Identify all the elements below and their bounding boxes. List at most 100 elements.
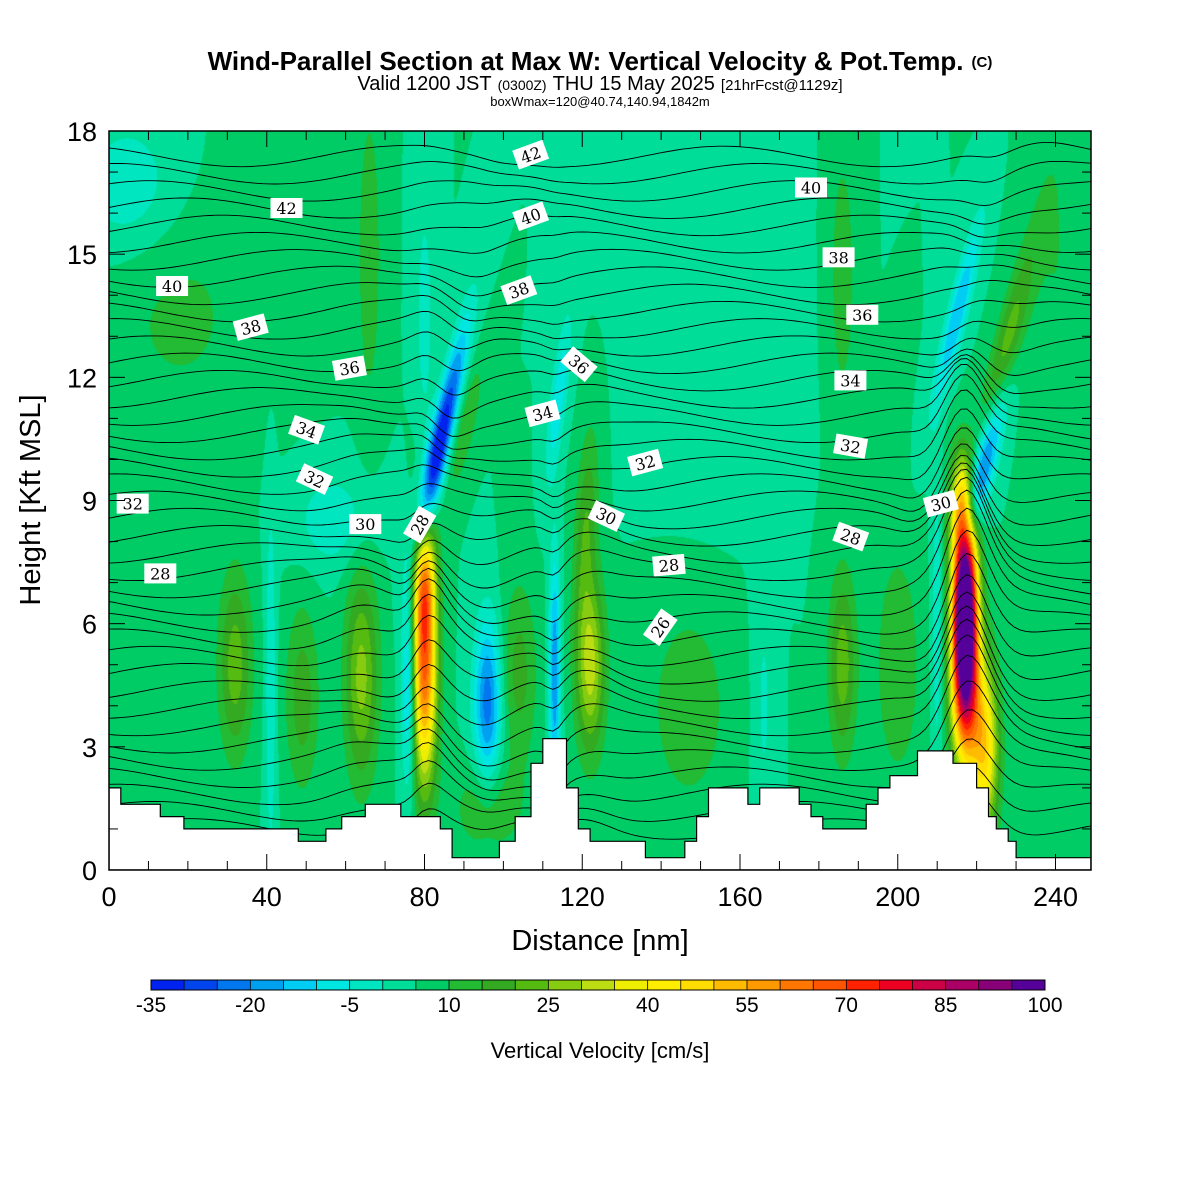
colorbar-swatch — [250, 980, 284, 990]
y-tick-label: 0 — [82, 856, 97, 886]
valid-time-prefix: Valid 1200 JST — [357, 73, 491, 95]
contour-label-background — [403, 505, 437, 544]
colorbar-swatch — [1011, 980, 1046, 990]
theta-isoline — [109, 363, 1091, 437]
contour-label-text: 32 — [839, 435, 862, 457]
colorbar-swatch — [548, 980, 582, 990]
contour-label-text: 32 — [633, 451, 658, 475]
colorbar-swatch — [846, 980, 880, 990]
colorbar-tick-label: 70 — [835, 994, 858, 1017]
terrain-profile — [109, 738, 1091, 870]
contour-label-text: 30 — [355, 515, 375, 534]
contour-label-background — [846, 304, 879, 325]
contour-label-background — [822, 247, 855, 268]
colorbar-tick-label: 55 — [735, 994, 758, 1017]
colorbar-swatch — [151, 980, 185, 990]
y-tick-label: 3 — [82, 733, 97, 763]
chart-subtitle: Valid 1200 JST (0300Z) THU 15 May 2025 [21h… — [357, 73, 842, 95]
contour-label: 30 — [349, 514, 382, 535]
contour-label: 30 — [922, 489, 959, 518]
theta-isoline — [109, 264, 1091, 297]
y-tick-label: 15 — [67, 240, 97, 270]
chart-title: Wind-Parallel Section at Max W: Vertical… — [208, 46, 993, 76]
theta-isoline — [109, 160, 1091, 185]
colorbar-swatch — [978, 980, 1013, 990]
contour-label-background — [512, 201, 550, 232]
contour-label: 38 — [232, 313, 269, 341]
theta-isoline — [109, 489, 1091, 609]
theta-isoline — [109, 529, 1091, 641]
contour-label: 32 — [116, 493, 149, 514]
colorbar-swatch — [647, 980, 682, 990]
contour-label-text: 42 — [276, 199, 296, 218]
colorbar-tick-label: 10 — [437, 994, 460, 1017]
contour-label-background — [833, 433, 869, 459]
chart-title-main: Wind-Parallel Section at Max W: Vertical… — [208, 46, 964, 76]
theta-isoline — [109, 468, 1091, 566]
contour-label-background — [500, 275, 538, 306]
y-axis-title: Height [Kft MSL] — [15, 394, 47, 605]
chart-title-mark: (C) — [972, 54, 993, 71]
contour-label: 42 — [270, 198, 303, 218]
theta-isoline — [109, 427, 1091, 499]
contour-label-background — [295, 463, 334, 495]
colorbar-tick-label: 40 — [636, 994, 659, 1017]
theta-isoline — [109, 408, 1091, 484]
theta-isoline — [109, 389, 1091, 465]
x-axis-title: Distance [nm] — [511, 925, 688, 957]
x-tick-label: 160 — [717, 882, 762, 912]
colorbar-swatch — [515, 980, 549, 990]
contour-label-text: 38 — [828, 248, 848, 267]
contour-label: 38 — [822, 247, 855, 268]
valid-date: THU 15 May 2025 — [553, 73, 715, 95]
theta-isoline — [109, 552, 1091, 655]
colorbar-tick-label: -35 — [136, 994, 166, 1017]
contour-label-background — [795, 177, 827, 198]
contour-label-background — [834, 370, 867, 391]
contour-label-background — [642, 608, 678, 647]
colorbar-swatch — [680, 980, 715, 990]
contour-label-background — [144, 563, 177, 584]
contour-label: 40 — [156, 276, 189, 296]
colorbar-swatch — [482, 980, 516, 990]
colorbar-swatch — [780, 980, 814, 990]
contour-label: 32 — [627, 448, 664, 477]
contour-label-background — [832, 521, 870, 552]
contour-label: 28 — [652, 553, 686, 577]
colorbar-swatch — [415, 980, 450, 990]
y-tick-label: 9 — [82, 487, 97, 517]
contour-label: 40 — [795, 177, 827, 198]
theta-isoline — [109, 374, 1091, 450]
contour-label-background — [232, 313, 269, 341]
theta-isoline — [109, 231, 1091, 254]
colorbar-swatch — [713, 980, 748, 990]
colorbar-tick-label: 100 — [1027, 994, 1062, 1017]
contour-label-text: 34 — [530, 402, 555, 426]
contour-label: 28 — [144, 563, 177, 584]
colorbar-swatch — [747, 980, 781, 990]
theta-isoline — [109, 214, 1091, 238]
colorbar-tick-label: -5 — [340, 994, 359, 1017]
theta-isoline — [109, 141, 1091, 168]
contour-label-background — [587, 500, 626, 532]
colorbar-tick-label: 85 — [934, 994, 957, 1017]
colorbar-swatch — [349, 980, 384, 990]
contour-label-text: 34 — [840, 371, 860, 390]
colorbar-swatch — [813, 980, 847, 990]
theta-isoline — [109, 354, 1091, 396]
contour-label-background — [627, 448, 664, 477]
theta-isoline — [109, 476, 1091, 589]
forecast-info: [21hrFcst@1129z] — [721, 77, 843, 94]
theta-isoline — [109, 605, 1091, 702]
theta-isoline — [109, 279, 1091, 311]
contour-label: 34 — [834, 370, 867, 391]
x-tick-label: 120 — [560, 882, 605, 912]
theta-isoline — [109, 331, 1091, 357]
contour-label-text: 36 — [852, 306, 872, 325]
contour-label-text: 36 — [338, 357, 361, 379]
x-tick-label: 80 — [409, 882, 439, 912]
y-tick-label: 18 — [67, 117, 97, 147]
colorbar-swatch — [879, 980, 913, 990]
